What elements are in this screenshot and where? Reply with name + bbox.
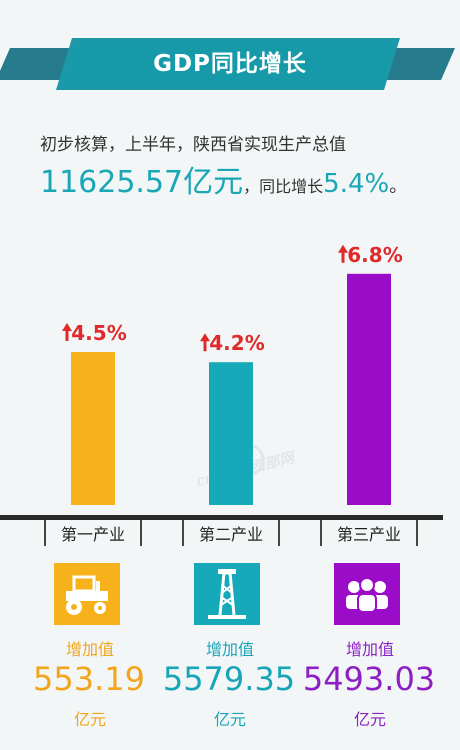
sector-label: 增加值 — [205, 640, 254, 659]
category-label: 第二产业 — [199, 525, 263, 544]
intro-growth-label: ，同比增长 — [243, 177, 324, 196]
sector-value: 5579.35 — [162, 660, 296, 698]
intro-text: 初步核算，上半年，陕西省实现生产总值 — [40, 135, 346, 155]
data-label: 4.2% — [209, 331, 264, 355]
category-bracket — [44, 520, 142, 546]
data-label: 4.5% — [71, 321, 126, 345]
people-group-icon — [334, 563, 400, 625]
up-arrow-icon — [338, 244, 348, 263]
page-title: GDP同比增长 — [153, 51, 307, 77]
intro-period: 。 — [389, 176, 408, 197]
bar-3 — [347, 273, 391, 505]
tractor-icon — [54, 563, 120, 625]
up-arrow-icon — [62, 323, 72, 341]
sector-label: 增加值 — [65, 640, 114, 659]
bar-1 — [71, 352, 115, 505]
category-bracket — [320, 520, 418, 546]
oil-derrick-icon — [194, 563, 260, 625]
sector-value: 553.19 — [33, 660, 145, 698]
category-label: 第一产业 — [61, 525, 125, 544]
sector-label: 增加值 — [345, 640, 394, 659]
category-bracket — [182, 520, 280, 546]
sector-unit: 亿元 — [353, 710, 386, 729]
gdp-growth: 5.4% — [323, 169, 390, 199]
intro-summary: 11625.57亿元，同比增长5.4%。 — [40, 157, 407, 201]
category-label: 第三产业 — [337, 525, 401, 544]
bar-2 — [209, 362, 253, 505]
chart-baseline — [0, 515, 443, 520]
up-arrow-icon — [200, 333, 210, 352]
title-banner — [0, 38, 455, 90]
sector-unit: 亿元 — [73, 710, 106, 729]
sector-unit: 亿元 — [213, 710, 246, 729]
data-label: 6.8% — [347, 243, 402, 267]
sector-value: 5493.03 — [302, 660, 436, 698]
gdp-total: 11625.57亿元 — [40, 165, 244, 200]
